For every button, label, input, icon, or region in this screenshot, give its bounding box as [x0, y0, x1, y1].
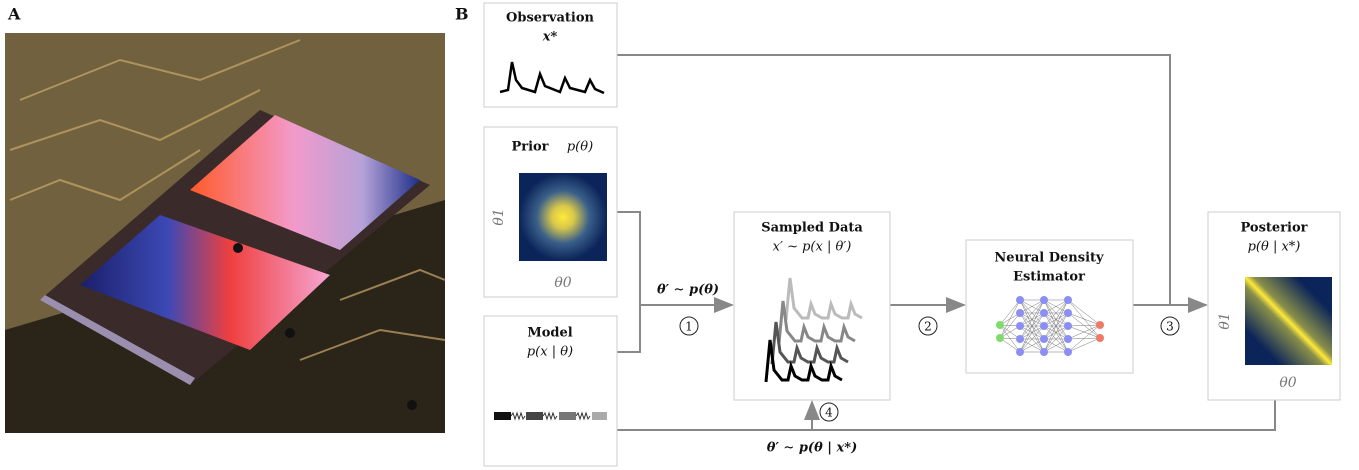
net-edge	[999, 299, 1021, 326]
net-edge	[1019, 299, 1045, 327]
net-node	[1016, 348, 1024, 356]
net-edge	[1043, 325, 1069, 353]
net-edge	[999, 337, 1021, 353]
axis-label: θ1	[491, 208, 507, 225]
net-edge	[1067, 324, 1101, 327]
net-edge	[1067, 324, 1101, 340]
net-edge	[1019, 325, 1045, 353]
net-node	[1040, 348, 1048, 356]
estimator-box	[965, 239, 1134, 374]
trace	[777, 300, 856, 344]
net-edge	[1067, 299, 1101, 326]
panel-label: A	[7, 5, 21, 24]
steps: 1 2 3 4	[679, 316, 1180, 422]
net-edge	[1019, 338, 1045, 353]
node-formula: x*	[542, 30, 558, 45]
axis-label: θ1	[1217, 312, 1233, 329]
trace	[764, 339, 843, 383]
node-formula: p(x | θ)	[527, 345, 573, 360]
node-title: Neural Density	[994, 251, 1104, 266]
node-title: Posterior	[1241, 221, 1308, 236]
node-title: Prior	[511, 140, 548, 155]
net-edge	[1019, 299, 1045, 314]
net-node	[1064, 335, 1072, 343]
net-node	[1064, 309, 1072, 317]
arrows	[617, 54, 1276, 431]
step-number: 4	[825, 406, 833, 420]
net-edge	[1043, 299, 1069, 314]
net-edge	[1043, 299, 1069, 353]
panel-label: B	[455, 5, 469, 24]
net-edge	[1019, 299, 1045, 340]
step-number: 3	[1166, 320, 1174, 334]
network-icon	[996, 296, 1104, 356]
step-number: 1	[685, 320, 693, 334]
step-number: 2	[924, 320, 932, 334]
model-icon	[494, 411, 607, 421]
node-title: Estimator	[1013, 270, 1085, 285]
prior-density	[519, 173, 607, 261]
net-edge	[999, 299, 1021, 339]
net-edge	[1043, 299, 1069, 327]
node-title: Sampled Data	[761, 221, 863, 236]
net-node	[1016, 296, 1024, 304]
axis-label: θ0	[554, 275, 571, 291]
net-edge	[1019, 299, 1045, 353]
sampled-traces	[764, 277, 863, 383]
net-node	[1040, 322, 1048, 330]
node-formula: x′ ∼ p(x | θ′)	[773, 240, 852, 255]
net-node	[996, 334, 1004, 342]
net-node	[1064, 296, 1072, 304]
net-node	[1016, 322, 1024, 330]
net-edge	[1067, 337, 1101, 353]
node-formula: p(θ | x*)	[1248, 240, 1301, 255]
axis-label: θ0	[1279, 375, 1296, 391]
chip-photo	[5, 33, 446, 433]
model-box	[483, 315, 618, 467]
net-node	[996, 321, 1004, 329]
net-node	[1016, 309, 1024, 317]
net-edge	[1043, 312, 1069, 353]
node-title: Observation	[506, 11, 594, 26]
trace	[784, 277, 863, 321]
net-node	[1040, 309, 1048, 317]
net-edge	[1067, 312, 1101, 326]
edge-label: θ′ ∼ p(θ)	[657, 283, 719, 298]
net-node	[1040, 296, 1048, 304]
net-node	[1016, 335, 1024, 343]
node-formula: p(θ)	[567, 140, 593, 155]
net-node	[1096, 321, 1104, 329]
net-edge	[1019, 312, 1045, 353]
net-node	[1040, 335, 1048, 343]
net-node	[1064, 322, 1072, 330]
net-edge	[1043, 338, 1069, 353]
node-title: Model	[527, 326, 572, 341]
net-edge	[999, 312, 1021, 339]
edge-label: θ′ ∼ p(θ | x*)	[767, 441, 857, 456]
posterior-density	[1245, 277, 1332, 365]
net-node	[1096, 334, 1104, 342]
net-edge	[1067, 324, 1101, 353]
trace	[499, 61, 605, 95]
net-node	[1064, 348, 1072, 356]
net-edge	[1043, 299, 1069, 340]
